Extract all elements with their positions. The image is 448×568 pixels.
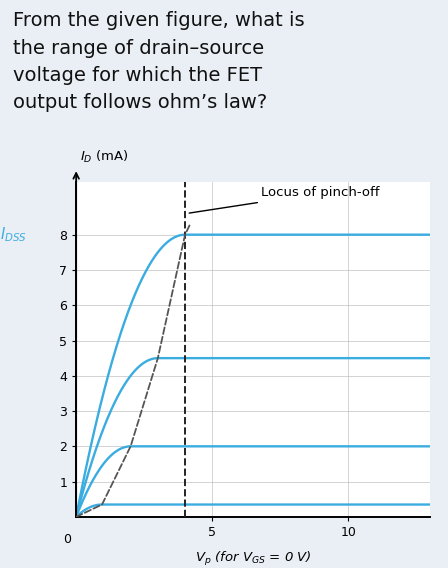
Text: From the given figure, what is
the range of drain–source
voltage for which the F: From the given figure, what is the range… bbox=[13, 11, 305, 112]
Text: Locus of pinch-off: Locus of pinch-off bbox=[189, 186, 380, 213]
Text: $I_{DSS}$: $I_{DSS}$ bbox=[0, 225, 26, 244]
Text: $I_D$ (mA): $I_D$ (mA) bbox=[80, 149, 129, 165]
Text: $V_p$ (for $V_{GS}$ = 0 V): $V_p$ (for $V_{GS}$ = 0 V) bbox=[195, 550, 311, 568]
Text: 0: 0 bbox=[63, 533, 71, 546]
